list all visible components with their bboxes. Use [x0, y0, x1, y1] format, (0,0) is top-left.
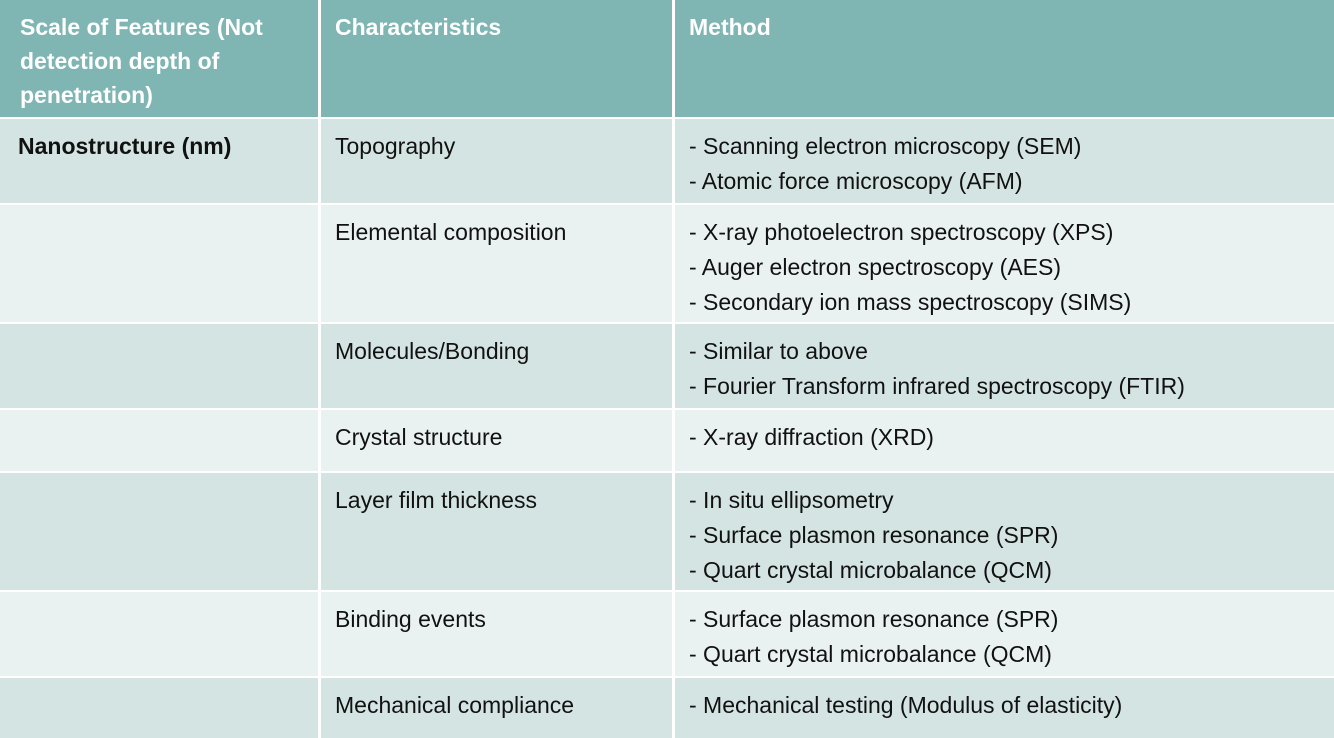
- method-item: - X-ray photoelectron spectroscopy (XPS): [689, 219, 1114, 245]
- method-item: - Secondary ion mass spectroscopy (SIMS): [689, 289, 1132, 315]
- header-scale: Scale of Features (Not detection depth o…: [0, 0, 318, 117]
- row-3-methods: - X-ray diffraction (XRD): [675, 410, 1334, 471]
- method-item: - Surface plasmon resonance (SPR): [689, 606, 1059, 632]
- row-0-characteristic: Topography: [321, 119, 672, 203]
- method-item: - Mechanical testing (Modulus of elastic…: [689, 692, 1123, 718]
- method-item: - Quart crystal microbalance (QCM): [689, 557, 1052, 583]
- method-item: - Similar to above: [689, 338, 868, 364]
- method-item: - Surface plasmon resonance (SPR): [689, 522, 1059, 548]
- row-2-scale: [0, 324, 318, 408]
- row-3-scale: [0, 410, 318, 471]
- row-5-characteristic: Binding events: [321, 592, 672, 676]
- row-3-characteristic: Crystal structure: [321, 410, 672, 471]
- row-6-characteristic: Mechanical compliance: [321, 678, 672, 738]
- row-1-characteristic: Elemental composition: [321, 205, 672, 322]
- method-item: - Atomic force microscopy (AFM): [689, 168, 1023, 194]
- method-item: - Quart crystal microbalance (QCM): [689, 641, 1052, 667]
- row-2-characteristic: Molecules/Bonding: [321, 324, 672, 408]
- row-6-methods: - Mechanical testing (Modulus of elastic…: [675, 678, 1334, 738]
- method-item: - Scanning electron microscopy (SEM): [689, 133, 1082, 159]
- row-0-scale: Nanostructure (nm): [0, 119, 318, 203]
- row-4-characteristic: Layer film thickness: [321, 473, 672, 590]
- method-item: - Auger electron spectroscopy (AES): [689, 254, 1061, 280]
- method-item: - In situ ellipsometry: [689, 487, 894, 513]
- method-item: - Fourier Transform infrared spectroscop…: [689, 373, 1185, 399]
- header-characteristics: Characteristics: [321, 0, 672, 117]
- row-1-scale: [0, 205, 318, 322]
- row-6-scale: [0, 678, 318, 738]
- row-4-scale: [0, 473, 318, 590]
- row-5-scale: [0, 592, 318, 676]
- row-4-methods: - In situ ellipsometry - Surface plasmon…: [675, 473, 1334, 590]
- row-1-methods: - X-ray photoelectron spectroscopy (XPS)…: [675, 205, 1334, 322]
- row-0-methods: - Scanning electron microscopy (SEM) - A…: [675, 119, 1334, 203]
- row-2-methods: - Similar to above - Fourier Transform i…: [675, 324, 1334, 408]
- header-method: Method: [675, 0, 1334, 117]
- row-5-methods: - Surface plasmon resonance (SPR) - Quar…: [675, 592, 1334, 676]
- method-item: - X-ray diffraction (XRD): [689, 424, 934, 450]
